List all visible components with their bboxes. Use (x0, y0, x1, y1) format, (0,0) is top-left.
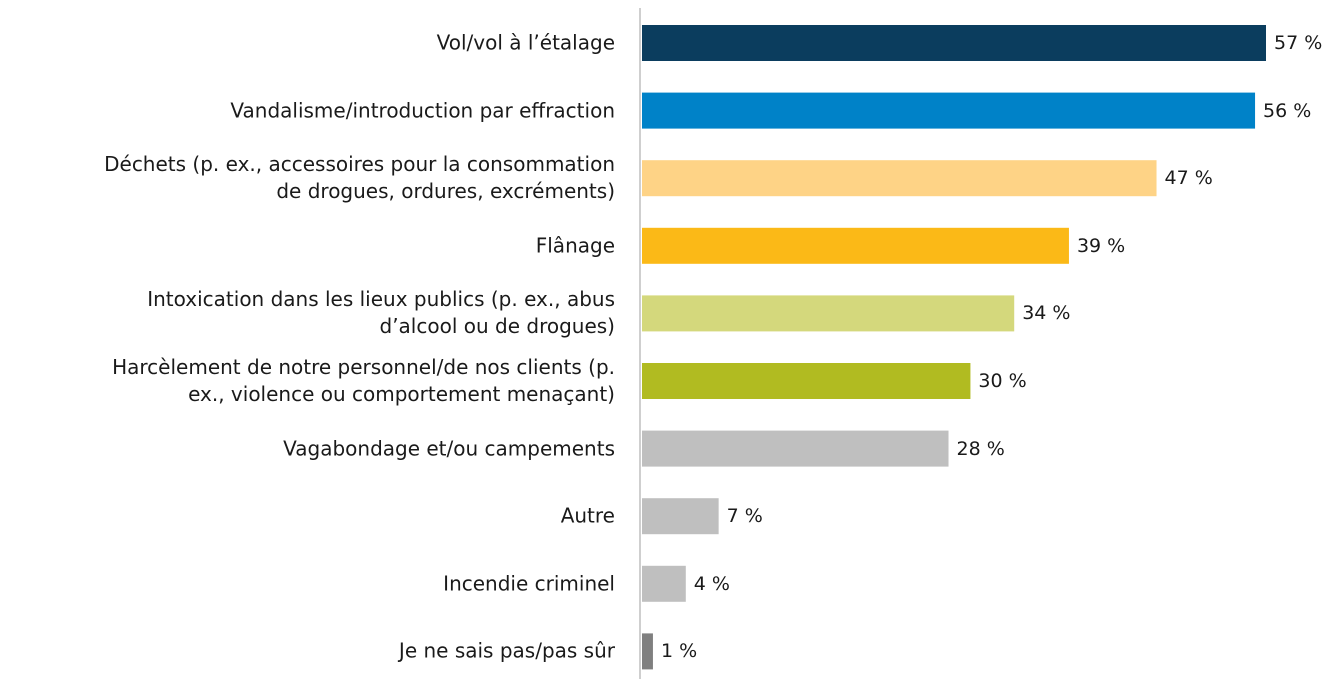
value-label: 47 % (1164, 167, 1213, 190)
value-label: 56 % (1263, 99, 1312, 122)
category-label: Je ne sais pas/pas sûr (398, 638, 615, 663)
value-label: 1 % (660, 640, 698, 663)
category-label: Vagabondage et/ou campements (283, 436, 615, 461)
value-label: 28 % (956, 437, 1005, 460)
category-label: Flânage (535, 233, 615, 258)
bar (642, 498, 719, 535)
value-label: 39 % (1076, 234, 1126, 257)
value-label: 34 % (1022, 302, 1071, 325)
value-label: 7 % (726, 505, 763, 528)
category-label: Vol/vol à l’étalage (436, 30, 615, 55)
category-label: Autre (560, 503, 615, 528)
category-label: Déchets (p. ex., accessoires pour la con… (104, 152, 615, 204)
category-label: Intoxication dans les lieux publics (p. … (147, 287, 615, 339)
bar (642, 565, 686, 602)
bar (642, 633, 653, 670)
bar (642, 295, 1015, 332)
bar (642, 92, 1256, 129)
bar (642, 430, 949, 467)
bar (642, 227, 1069, 264)
bar (642, 363, 971, 399)
category-label: Harcèlement de notre personnel/de nos cl… (112, 355, 615, 406)
category-label: Vandalisme/introduction par effraction (230, 98, 615, 123)
bar (642, 25, 1266, 61)
category-label: Incendie criminel (443, 571, 615, 596)
bar (642, 160, 1157, 197)
value-label: 57 % (1274, 32, 1323, 54)
value-label: 4 % (693, 572, 730, 595)
value-label: 30 % (978, 370, 1027, 392)
